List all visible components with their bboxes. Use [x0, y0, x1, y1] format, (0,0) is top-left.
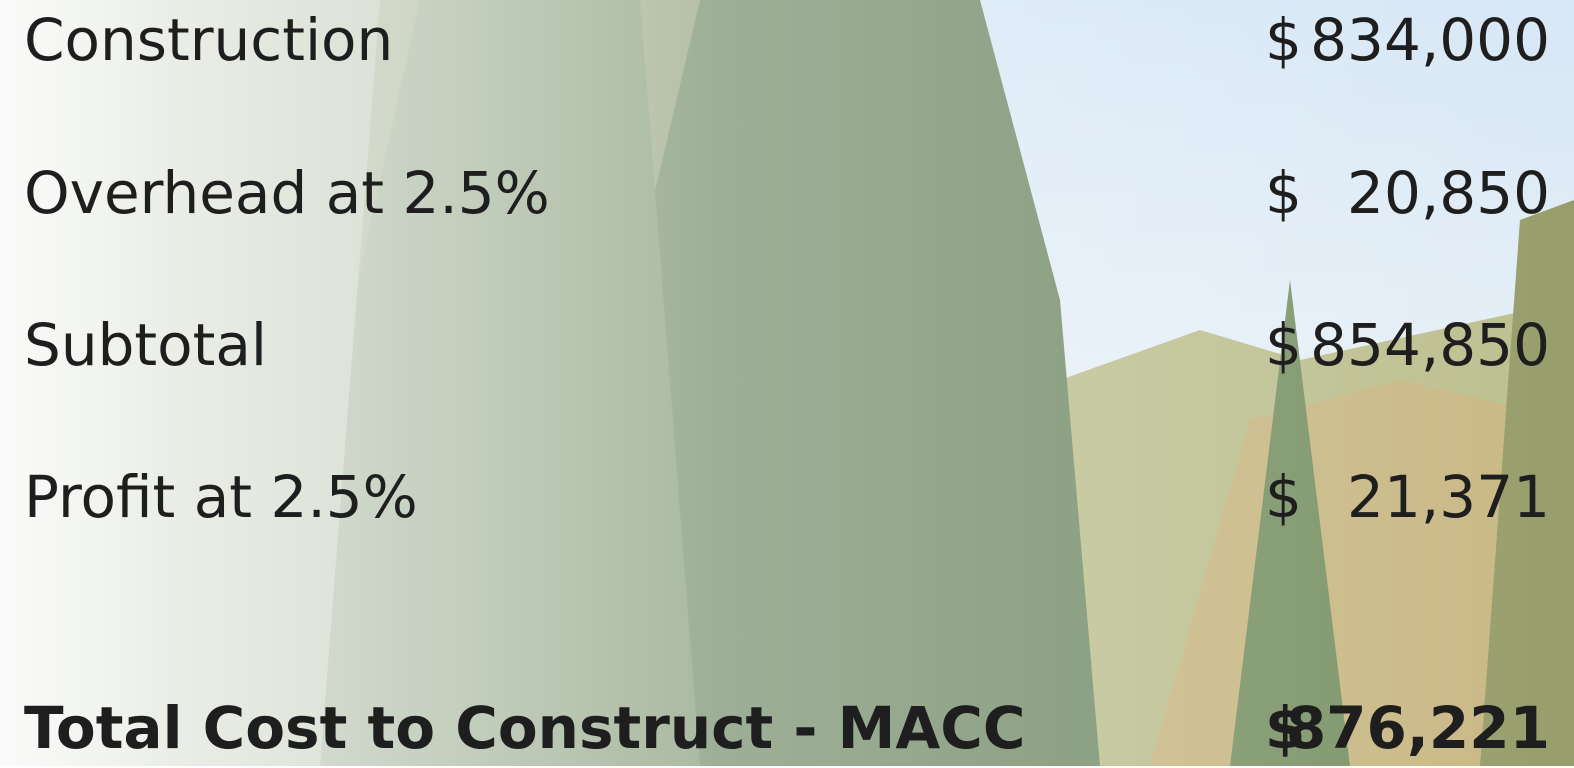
amount: 20,850 [1347, 153, 1550, 233]
currency-symbol: $ [1265, 153, 1302, 233]
cost-row: Construction $834,000 [0, 0, 1574, 80]
amount: 834,000 [1310, 0, 1550, 80]
currency-symbol: $ [1265, 0, 1302, 80]
currency-symbol: $ [1265, 305, 1302, 385]
row-label: Construction [24, 0, 393, 80]
row-label: Subtotal [24, 305, 267, 385]
cost-row: Subtotal $854,850 [0, 305, 1574, 385]
page: Construction $834,000 Overhead at 2.5% $20,… [0, 0, 1574, 766]
cost-row: Profit at 2.5% $21,371 [0, 457, 1574, 537]
amount: 854,850 [1310, 305, 1550, 385]
cost-row: Overhead at 2.5% $20,850 [0, 153, 1574, 233]
row-label: Profit at 2.5% [24, 457, 418, 537]
amount: 876,221 [1286, 688, 1550, 768]
total-row: Total Cost to Construct - MACC$876,221 [0, 688, 1574, 768]
amount: 21,371 [1347, 457, 1550, 537]
row-label: Overhead at 2.5% [24, 153, 550, 233]
currency-symbol: $ [1265, 457, 1302, 537]
row-label: Total Cost to Construct - MACC [24, 688, 1025, 768]
